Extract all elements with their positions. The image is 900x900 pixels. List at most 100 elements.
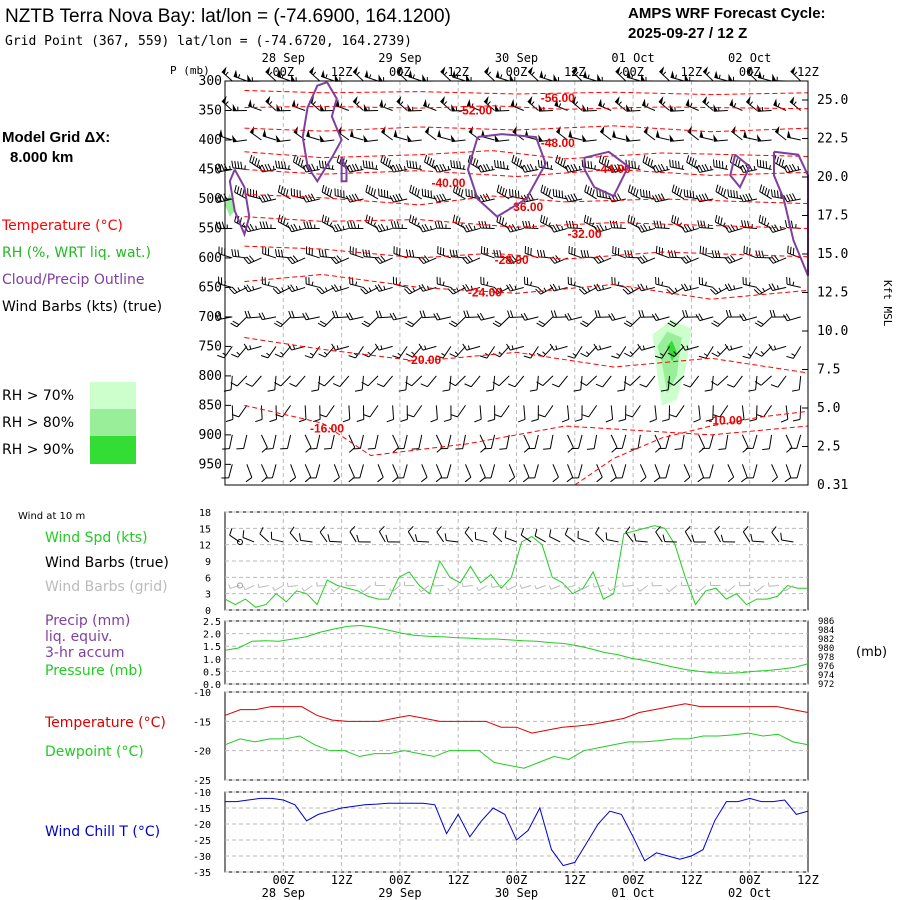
sfc-wind-barb-true-feather (229, 528, 233, 536)
wind-barb-feather (483, 164, 488, 172)
bottom-hour-label: 12Z (797, 873, 819, 887)
wind-barb (752, 434, 758, 449)
wind-barb-flag (379, 99, 384, 107)
wind-barb-flag (378, 74, 383, 82)
wind-barb-feather (717, 216, 720, 224)
wind-barb-feather (765, 161, 768, 169)
wind-barb-feather (617, 193, 622, 201)
wind-barb (567, 434, 574, 448)
wind-barb-feather (701, 164, 706, 172)
wind-barb-feather (258, 195, 263, 203)
wind-barb-flag (702, 96, 707, 105)
wind-barb-feather (362, 414, 371, 418)
wind-barb-feather (536, 249, 540, 258)
wind-barb (465, 464, 472, 478)
wind-barb-feather (308, 164, 313, 172)
wind-barb-feather (529, 389, 538, 392)
precip-label: Precip (mm) (45, 613, 130, 629)
forecast-title-line2: 2025-09-27 / 12 Z (628, 25, 747, 42)
wind-barb (291, 345, 306, 351)
wind-barb-feather (519, 159, 523, 167)
model-grid-label: Model Grid ΔX: (2, 129, 110, 146)
temperature-line (224, 703, 809, 734)
sfc-wind-barb-true-feather (436, 526, 442, 533)
wind-barb-feather (667, 322, 675, 328)
wind-barb-feather (367, 215, 371, 224)
wind-barb-feather (763, 217, 767, 225)
wind-barb (349, 283, 364, 288)
wind-barb (760, 375, 772, 386)
wind-barb-feather (218, 221, 222, 229)
wind-barb (330, 434, 335, 449)
wind-barb-flag (756, 134, 762, 142)
wind-barb-half (463, 165, 465, 170)
sfc-wind-barb-true (714, 531, 721, 543)
wind-barb (413, 405, 423, 418)
wind-barb-half (412, 74, 415, 79)
wind-barb (403, 464, 408, 479)
wind-barb-half (281, 74, 284, 79)
wind-barb (699, 227, 714, 229)
sfc-wind-barb-grid (639, 585, 648, 592)
wind-barb-feather (698, 355, 707, 359)
sfc-wind-barb-grid (565, 585, 575, 589)
wind-barb-feather (692, 190, 695, 199)
wind-barb (278, 191, 291, 200)
wind-barb-half (573, 281, 576, 286)
wind-barb-flag (598, 98, 603, 107)
wind-barb (293, 161, 306, 170)
wind-barb-feather (611, 355, 619, 359)
wind-barb (752, 464, 758, 479)
bottom-hour-label: 12Z (447, 873, 469, 887)
wind-barb-feather (290, 256, 296, 263)
wind-barb-half (617, 281, 620, 286)
wind-barb-feather (261, 312, 266, 320)
wind-barb-flag (381, 126, 386, 135)
wind-barb-feather (623, 322, 631, 328)
wind-barb-feather (321, 184, 325, 193)
wind-barb-flag (232, 134, 237, 142)
wind-barb (228, 434, 233, 449)
wind-barb-feather (331, 225, 336, 233)
wind-barb-feather (220, 194, 225, 202)
wind-barb-feather (733, 190, 736, 198)
wind-barb-feather (385, 158, 389, 166)
wind-barb-feather (643, 224, 648, 231)
wind-barb-half (383, 103, 387, 108)
wind-barb-feather (405, 381, 413, 387)
wind-barb-feather (354, 389, 363, 392)
wind-barb-feather (513, 156, 517, 164)
wind-barb-flag (320, 103, 325, 111)
wind-barb (295, 375, 306, 387)
wind-barb (540, 191, 554, 200)
wind-barb-feather (244, 310, 248, 319)
wind-barb (689, 375, 700, 388)
top-date-label: 30 Sep (495, 51, 538, 65)
wind-barb (629, 316, 641, 327)
wind-barb (480, 283, 495, 288)
wind-barb (490, 464, 496, 479)
wind-barb-feather (759, 159, 762, 168)
wind-barb-half (506, 165, 509, 170)
sfc-wind-barb-true-feather (319, 526, 326, 533)
wind-barb-feather (786, 165, 791, 173)
wind-barb (629, 375, 641, 386)
wind-barb-feather (656, 220, 660, 228)
wind-barb (304, 434, 312, 448)
wind-barb-feather (536, 322, 544, 328)
wind-barb-feather (494, 287, 500, 294)
wind-barb (558, 375, 568, 388)
wind-barb-feather (258, 312, 263, 320)
wind-barb-feather (591, 189, 595, 197)
sfc-wind-barb-true (635, 540, 648, 543)
sfc-wind-barb-true-feather (595, 526, 600, 534)
pressure-tick-label: 800 (199, 369, 222, 384)
wind-barb-feather (596, 188, 598, 197)
wind-barb (281, 346, 291, 358)
wind-barb-feather (562, 159, 566, 167)
wind-barb (495, 256, 510, 259)
wind-barb-feather (589, 187, 593, 195)
wind-barb-feather (231, 249, 234, 257)
wind-barb-feather (567, 355, 575, 359)
sfc-wind-barb-true-feather (385, 534, 389, 543)
